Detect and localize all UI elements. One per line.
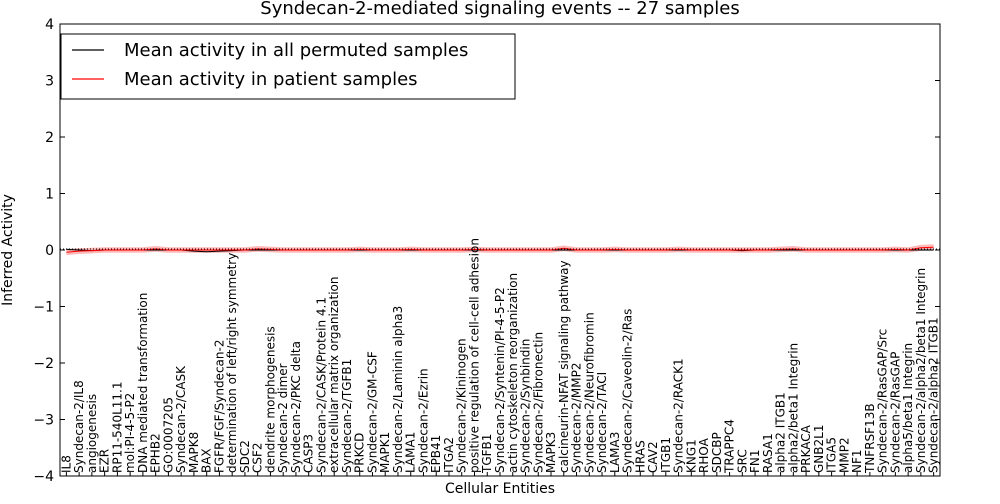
x-category-label: HRAS [633, 440, 647, 473]
y-tick-label: 4 [45, 17, 54, 33]
x-category-label: CSF2 [251, 442, 265, 473]
legend-label-patient: Mean activity in patient samples [124, 69, 418, 90]
x-category-label: PRKACA [799, 424, 813, 473]
y-tick-label: −4 [33, 469, 54, 485]
x-category-label: KNG1 [684, 439, 698, 473]
x-category-label: mol:PI-4-5-P2 [123, 393, 137, 473]
x-category-label: Syndecan-2/Caveolin-2/Ras [621, 309, 635, 473]
y-tick-label: 2 [45, 130, 54, 146]
x-category-label: Syndecan-2/RACK1 [672, 358, 686, 473]
x-category-label: Syndecan-2/IL8 [72, 380, 86, 473]
x-category-label: dendrite morphogenesis [263, 326, 277, 473]
x-category-label: IL8 [59, 455, 73, 473]
x-category-label: extracellular matrix organization [327, 277, 341, 473]
x-category-label: LAMA1 [404, 432, 418, 473]
y-axis-label: Inferred Activity [0, 194, 16, 306]
x-category-label: calcineurin-NFAT signaling pathway [557, 260, 571, 473]
y-tick-label: −3 [33, 413, 54, 429]
x-category-label: actin cytoskeleton reorganization [506, 273, 520, 473]
x-category-label: Syndecan-2/alpha2/beta1 Integrin [914, 268, 928, 473]
x-category-label: Syndecan-2 dimer [276, 363, 290, 473]
x-category-label: GO:0007205 [161, 397, 175, 473]
x-category-label: alpha2/beta1 Integrin [786, 343, 800, 473]
y-tick-label: −1 [33, 300, 54, 316]
x-category-label: TRAPPC4 [723, 419, 737, 474]
x-category-label: GNB2L1 [812, 425, 826, 473]
x-category-label: MAPK8 [187, 432, 201, 473]
legend-box [60, 33, 516, 100]
x-category-label: Syndecan-2/TGFB1 [340, 359, 354, 473]
x-category-label: alpha2 ITGB1 [774, 392, 788, 473]
x-category-label: RP11-540L11.1 [110, 382, 124, 473]
x-category-label: determination of left/right symmetry [225, 253, 239, 473]
x-category-label: SDCBP [710, 432, 724, 473]
x-category-label: Syndecan-2/GM-CSF [365, 351, 379, 473]
x-category-label: SRC [735, 449, 749, 473]
x-category-label: EPHB2 [149, 433, 163, 473]
x-category-labels: IL8Syndecan-2/IL8angiogenesisEZRRP11-540… [59, 238, 941, 476]
x-category-label: Syndecan-2/Fibronectin [531, 332, 545, 473]
x-category-label: Syndecan-2/Syntenin/PI-4-5-P2 [493, 287, 507, 473]
y-tick-label: 1 [45, 187, 54, 203]
x-category-label: Syndecan-2/Laminin alpha3 [391, 306, 405, 473]
x-category-label: TGFB1 [480, 434, 494, 474]
x-category-label: Syndecan-2/RasGAP [888, 352, 902, 473]
legend-label-permuted: Mean activity in all permuted samples [124, 40, 468, 61]
x-category-label: Syndecan-2/alpha2 ITGB1 [927, 317, 941, 473]
chart-title: Syndecan-2-mediated signaling events -- … [260, 0, 739, 19]
x-category-label: alpha5/beta1 Integrin [901, 343, 915, 473]
x-category-label: Syndecan-2/PKC delta [289, 341, 303, 473]
x-category-label: BAX [200, 448, 214, 473]
x-category-label: SDC2 [238, 440, 252, 473]
x-category-label: Syndecan-2/MMP2 [570, 363, 584, 473]
x-category-label: positive regulation of cell-cell adhesio… [467, 238, 481, 473]
x-category-label: Syndecan-2/RasGAP/Src [876, 329, 890, 473]
x-category-label: RASA1 [761, 433, 775, 473]
x-category-label: Syndecan-2/CASK/Protein 4.1 [314, 297, 328, 473]
x-category-label: Syndecan-2/TACI [595, 372, 609, 473]
x-category-label: LAMA3 [608, 432, 622, 473]
x-category-label: RHOA [697, 437, 711, 473]
y-tick-label: 3 [45, 74, 54, 90]
x-category-label: Syndecan-2/Synbindin [519, 339, 533, 473]
x-category-label: TNFRSF13B [863, 403, 877, 474]
legend: Mean activity in all permuted samples Me… [60, 33, 516, 100]
x-category-label: NF1 [850, 449, 864, 473]
x-category-label: EPB41 [429, 435, 443, 473]
y-axis: −4 −3 −2 −1 0 1 2 3 4 [33, 17, 940, 485]
x-category-label: CASP3 [302, 434, 316, 473]
x-category-label: DNA mediated transformation [136, 293, 150, 473]
x-category-label: ITGA2 [442, 437, 456, 473]
x-category-label: FN1 [748, 449, 762, 473]
x-category-label: MAPK1 [378, 432, 392, 473]
x-category-label: ITGB1 [659, 437, 673, 473]
y-tick-label: 0 [45, 243, 54, 259]
x-category-label: FGFR/FGF/Syndecan-2 [212, 340, 226, 473]
x-axis-label: Cellular Entities [445, 481, 555, 497]
x-category-label: angiogenesis [85, 394, 99, 473]
x-category-label: Syndecan-2/Neurofibromin [582, 312, 596, 473]
x-category-label: MMP2 [837, 437, 851, 473]
x-category-label: CAV2 [646, 441, 660, 473]
x-category-label: Syndecan-2/Kininogen [455, 338, 469, 473]
x-category-label: Syndecan-2/Ezrin [416, 368, 430, 473]
y-tick-label: −2 [33, 356, 54, 372]
x-category-label: PRKCD [353, 433, 367, 473]
x-category-label: Syndecan-2/CASK [174, 365, 188, 473]
x-category-label: ITGA5 [825, 437, 839, 473]
x-category-label: EZR [98, 449, 112, 473]
x-category-label: MAPK3 [544, 432, 558, 473]
